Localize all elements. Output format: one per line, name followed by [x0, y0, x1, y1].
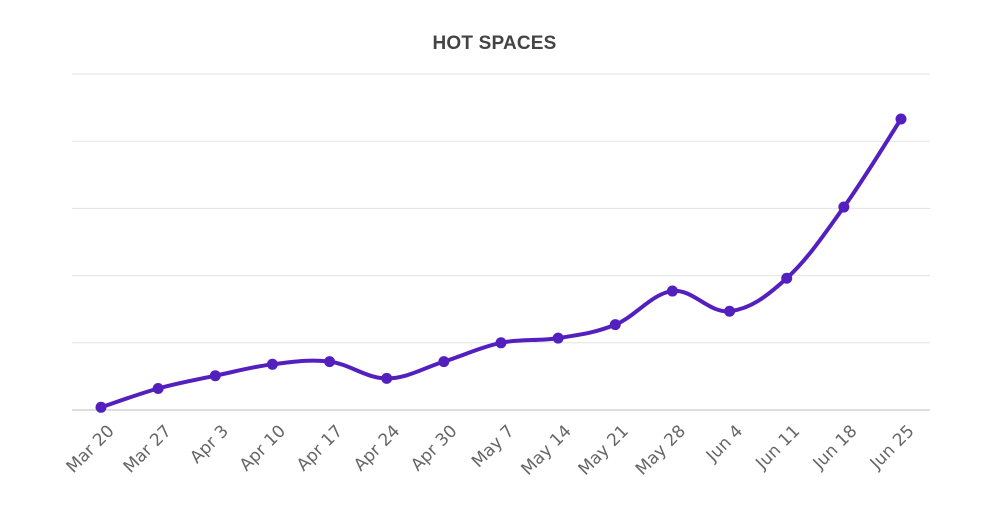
data-point-may-7	[495, 337, 507, 349]
data-point-jun-11	[781, 272, 793, 284]
data-point-mar-20	[95, 401, 107, 413]
x-tick-label: Apr 30	[407, 421, 461, 475]
data-points	[95, 113, 907, 413]
data-point-apr-24	[381, 372, 393, 384]
data-point-apr-3	[209, 370, 221, 382]
x-tick-label: Apr 24	[350, 421, 404, 475]
data-point-apr-10	[266, 358, 278, 370]
data-point-apr-30	[438, 356, 450, 368]
data-point-mar-27	[152, 382, 164, 394]
x-tick-label: Apr 3	[186, 421, 232, 467]
data-point-apr-17	[324, 356, 336, 368]
x-tick-label: May 14	[518, 421, 576, 479]
x-tick-label: Apr 17	[293, 421, 347, 475]
x-tick-label: Jun 25	[866, 421, 919, 474]
data-point-may-28	[666, 285, 678, 297]
x-tick-label: May 28	[632, 421, 690, 479]
x-tick-label: Mar 27	[120, 421, 176, 477]
data-point-jun-25	[895, 113, 907, 125]
x-tick-labels: Mar 20 Mar 27 Apr 3 Apr 10 Apr 17 Apr 24 Apr 3…	[63, 421, 919, 479]
series-line-group	[99, 117, 903, 410]
chart-title: HOT SPACES	[432, 33, 557, 54]
data-point-may-14	[552, 332, 564, 344]
data-point-may-21	[609, 319, 621, 331]
series-line	[99, 117, 903, 410]
x-tick-label: Jun 18	[809, 421, 862, 474]
x-tick-label: Jun 4	[702, 421, 747, 466]
data-point-jun-4	[724, 305, 736, 317]
x-tick-label: Jun 11	[751, 421, 804, 474]
x-tick-label: May 21	[575, 421, 633, 479]
data-point-jun-18	[838, 201, 850, 213]
x-tick-label: Apr 10	[236, 421, 290, 475]
gridlines	[72, 73, 930, 411]
x-tick-label: Mar 20	[63, 421, 119, 477]
x-tick-label: May 7	[468, 421, 518, 471]
